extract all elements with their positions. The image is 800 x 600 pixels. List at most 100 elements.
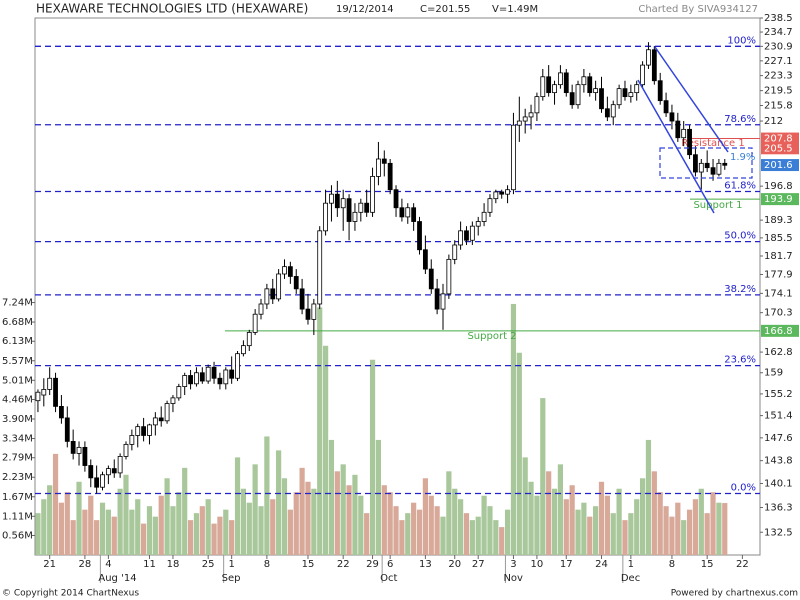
volume-bar <box>651 471 657 555</box>
y2-tick-label: 3.90M <box>2 414 33 425</box>
volume-bar <box>493 520 499 555</box>
volume-bar <box>463 513 470 555</box>
volume-bar <box>223 509 229 555</box>
candle-body <box>669 112 675 122</box>
volume-bar <box>510 303 517 555</box>
axes-layer: 238.5 234.7 230.9 227.1 223.3 219.5 215.8 212 19… <box>2 13 799 584</box>
month-label: Oct <box>380 573 397 584</box>
level-label: Support 1 <box>693 200 742 211</box>
volume-bar <box>276 450 282 555</box>
volume-bar <box>170 506 176 555</box>
candle-body <box>622 88 628 98</box>
candle-body <box>199 372 205 382</box>
candle-body <box>346 198 352 222</box>
fib-label: 50.0% <box>724 231 756 242</box>
volume-bar <box>135 499 141 555</box>
volume-bar <box>369 359 376 555</box>
y-tick-label: 155.2 <box>764 389 793 400</box>
candle-body <box>657 80 663 102</box>
x-tick-label: 22 <box>337 559 350 570</box>
volume-bar <box>246 502 252 555</box>
candle-body <box>64 417 70 442</box>
candle-body <box>59 405 64 419</box>
volume-bar <box>616 488 622 555</box>
candle-body <box>82 446 88 466</box>
volume-bar <box>240 488 247 555</box>
volume-layer <box>35 303 728 555</box>
candle-body <box>687 128 692 156</box>
fib-label: 38.2% <box>724 284 756 295</box>
candle-body <box>698 162 704 173</box>
x-tick-label: 1 <box>228 559 234 570</box>
trend-line <box>637 79 715 214</box>
candle-body <box>493 191 499 200</box>
volume-bar <box>64 492 70 555</box>
copyright: © Copyright 2014 ChartNexus <box>2 589 139 599</box>
trend-channel <box>637 46 753 214</box>
volume-bar <box>129 509 135 555</box>
price-marker-label: 205.5 <box>764 143 793 154</box>
y-tick-label: 196.8 <box>764 181 793 192</box>
candle-body <box>528 112 534 118</box>
volume-bar <box>681 520 687 555</box>
volume-bar <box>393 506 399 555</box>
volume-bar <box>569 485 575 555</box>
volume-bar <box>722 503 728 555</box>
candle-body <box>70 440 76 454</box>
candle-body <box>334 193 340 209</box>
candle-body <box>581 76 587 86</box>
volume-bar <box>99 502 106 555</box>
y2-tick-label: 1.67M <box>2 492 33 503</box>
y-tick-label: 189.3 <box>764 215 793 226</box>
candle-body <box>317 230 323 305</box>
volume-bar <box>546 471 552 555</box>
candle-body <box>205 366 211 382</box>
plot-frame <box>34 17 761 556</box>
volume-bar <box>411 502 417 555</box>
y2-tick-label: 7.24M <box>2 298 33 309</box>
y2-tick-label: 5.01M <box>2 375 33 386</box>
candle-body <box>663 100 669 114</box>
candle-body <box>387 162 393 191</box>
volume-bar <box>176 492 182 555</box>
candle-body <box>188 375 193 385</box>
volume-bar <box>499 527 505 555</box>
candle-body <box>516 120 522 126</box>
candle-body <box>41 389 47 396</box>
y2-tick-label: 6.13M <box>2 336 33 347</box>
y-tick-label: 140.1 <box>764 478 793 489</box>
x-tick-label: 8 <box>264 559 270 570</box>
candle-body <box>446 258 452 295</box>
candle-body <box>505 189 510 195</box>
candle-body <box>481 211 487 222</box>
volume-bar <box>563 499 569 555</box>
chart-date: 19/12/2014 <box>336 4 394 15</box>
candle-body <box>311 303 317 320</box>
volume-bar <box>152 516 158 555</box>
fib-label: 61.8% <box>724 180 756 191</box>
volume-bar <box>41 499 47 555</box>
candle-body <box>487 198 493 213</box>
price-marker <box>761 159 799 172</box>
y2-tick-label: 6.68M <box>2 317 33 328</box>
candle-body <box>628 92 634 98</box>
volume-bar <box>229 520 235 555</box>
candle-layer <box>35 42 728 494</box>
volume-bar <box>634 499 640 555</box>
candle-body <box>552 84 557 94</box>
volume-bar <box>593 506 599 555</box>
candle-body <box>258 303 264 315</box>
x-tick-label: 3 <box>510 559 516 570</box>
x-tick-label: 4 <box>105 559 111 570</box>
volume-bar <box>604 495 610 555</box>
volume-bar <box>94 520 100 555</box>
volume-bar <box>587 516 593 555</box>
candle-body <box>287 266 293 277</box>
volume-bar <box>346 485 352 555</box>
candle-body <box>223 369 229 385</box>
volume-bar <box>446 471 452 555</box>
candle-body <box>305 308 311 320</box>
candle-body <box>100 474 105 488</box>
candle-body <box>646 49 651 66</box>
volume-bar <box>434 506 440 555</box>
